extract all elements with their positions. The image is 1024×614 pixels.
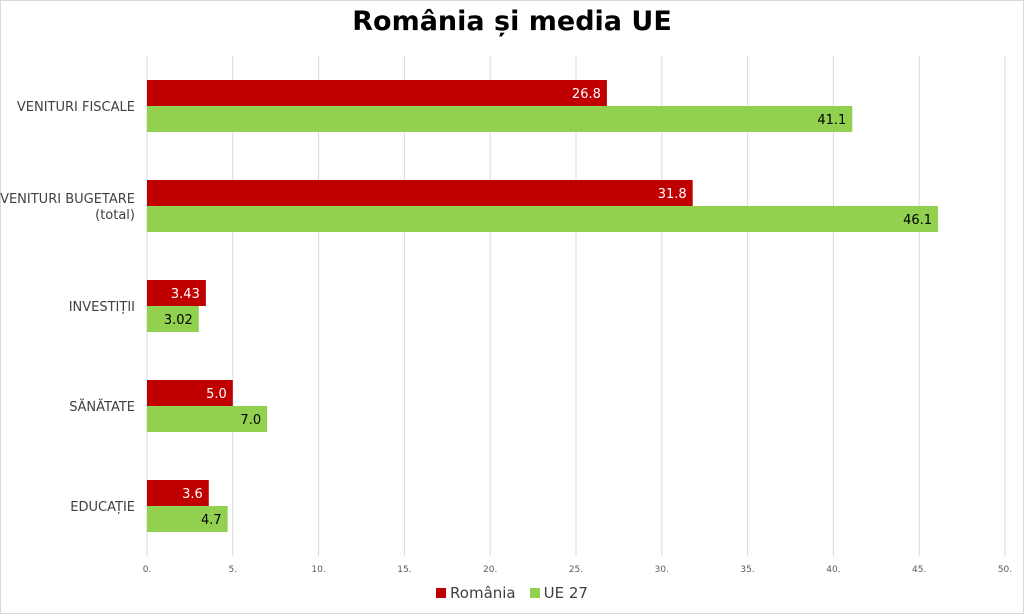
bar-romania [147, 380, 233, 406]
data-label: 46.1 [903, 213, 932, 228]
data-label: 4.7 [201, 513, 222, 528]
x-tick-label: 15. [397, 565, 411, 575]
category-label: EDUCAȚIE [70, 500, 135, 515]
bar-romania [147, 180, 693, 206]
chart-title: România și media UE [352, 6, 672, 37]
data-label: 31.8 [658, 187, 687, 202]
x-tick-label: 35. [740, 565, 754, 575]
data-label: 7.0 [240, 413, 261, 428]
legend-label-ue27: UE 27 [543, 584, 588, 602]
x-tick-label: 25. [569, 565, 583, 575]
x-tick-label: 5. [229, 565, 238, 575]
x-tick-label: 50. [998, 565, 1012, 575]
category-label: VENITURI BUGETARE [0, 192, 135, 207]
x-tick-label: 40. [826, 565, 840, 575]
bar-ue27 [147, 306, 199, 332]
category-label: (total) [95, 208, 135, 223]
bar-ue27 [147, 506, 228, 532]
legend: România UE 27 [0, 584, 1024, 602]
legend-item-romania: România [436, 584, 516, 602]
bar-ue27 [147, 406, 268, 432]
bar-romania [147, 480, 209, 506]
legend-swatch-romania [436, 588, 447, 598]
data-label: 3.02 [164, 313, 193, 328]
category-label: SĂNĂTATE [69, 399, 135, 415]
x-tick-label: 45. [912, 565, 926, 575]
data-label: 26.8 [572, 87, 601, 102]
category-label: VENITURI FISCALE [17, 100, 135, 115]
data-label: 3.6 [182, 487, 203, 502]
bar-romania [147, 80, 607, 106]
bar-ue27 [147, 206, 939, 232]
legend-swatch-ue27 [529, 588, 540, 598]
legend-label-romania: România [450, 584, 516, 602]
category-label: INVESTIȚII [69, 300, 135, 315]
x-tick-label: 20. [483, 565, 497, 575]
bar-romania [147, 280, 206, 306]
x-tick-label: 0. [143, 565, 152, 575]
data-label: 3.43 [171, 287, 200, 302]
bar-ue27 [147, 106, 853, 132]
x-tick-label: 30. [655, 565, 669, 575]
data-label: 41.1 [817, 113, 846, 128]
data-label: 5.0 [206, 387, 227, 402]
x-tick-label: 10. [311, 565, 325, 575]
legend-item-ue27: UE 27 [529, 584, 588, 602]
